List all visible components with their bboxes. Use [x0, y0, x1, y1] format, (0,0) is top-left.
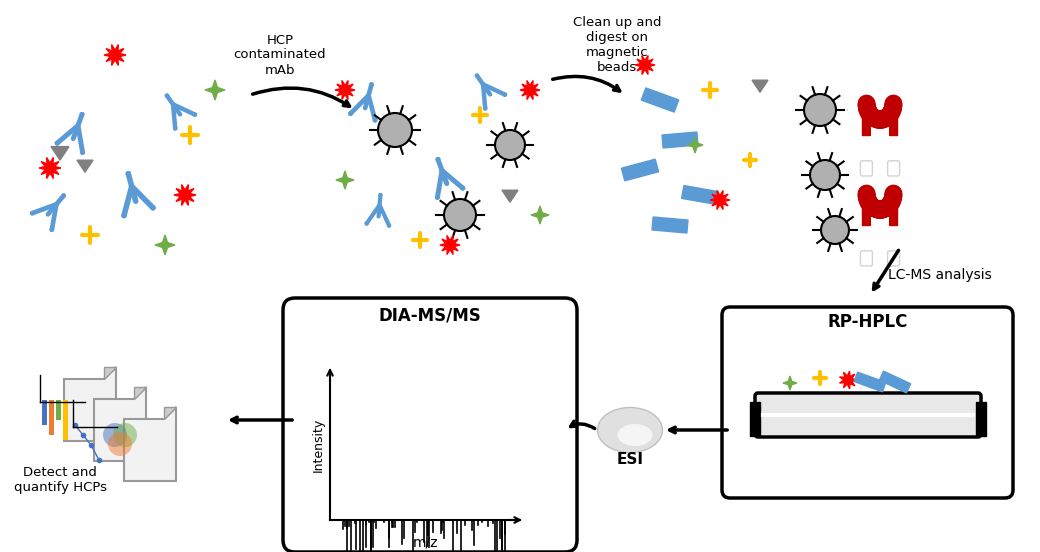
Circle shape	[484, 107, 487, 110]
Circle shape	[373, 119, 376, 122]
Text: Clean up and
digest on
magnetic
beads: Clean up and digest on magnetic beads	[573, 16, 661, 74]
Polygon shape	[635, 56, 655, 75]
Polygon shape	[531, 206, 549, 224]
Polygon shape	[335, 81, 355, 99]
Polygon shape	[752, 80, 768, 92]
Polygon shape	[687, 137, 703, 153]
Polygon shape	[710, 190, 730, 210]
Circle shape	[55, 141, 59, 145]
Polygon shape	[502, 190, 518, 202]
Bar	[42, 400, 47, 425]
FancyBboxPatch shape	[887, 95, 900, 137]
Bar	[56, 400, 61, 420]
Polygon shape	[64, 367, 116, 441]
Circle shape	[810, 160, 840, 190]
Polygon shape	[520, 81, 540, 99]
Circle shape	[436, 195, 439, 199]
Polygon shape	[854, 372, 886, 392]
Circle shape	[348, 112, 353, 115]
FancyBboxPatch shape	[887, 185, 900, 227]
Circle shape	[30, 211, 34, 215]
Circle shape	[370, 83, 373, 86]
Polygon shape	[104, 367, 116, 379]
Polygon shape	[104, 45, 126, 66]
Circle shape	[62, 194, 66, 198]
Polygon shape	[879, 371, 911, 393]
Circle shape	[365, 222, 368, 225]
FancyBboxPatch shape	[755, 393, 981, 437]
Circle shape	[81, 151, 84, 154]
FancyBboxPatch shape	[860, 161, 873, 176]
Polygon shape	[336, 171, 354, 189]
Circle shape	[388, 224, 391, 227]
Text: RP-HPLC: RP-HPLC	[828, 313, 908, 331]
Polygon shape	[94, 387, 146, 461]
Circle shape	[804, 94, 836, 126]
Polygon shape	[164, 407, 176, 419]
Text: ESI: ESI	[617, 453, 644, 468]
Circle shape	[444, 199, 476, 231]
Circle shape	[379, 194, 382, 197]
Text: LC-MS analysis: LC-MS analysis	[888, 268, 992, 282]
Polygon shape	[622, 159, 658, 181]
Circle shape	[378, 113, 412, 147]
FancyBboxPatch shape	[976, 402, 986, 436]
Ellipse shape	[618, 424, 652, 446]
Polygon shape	[51, 147, 69, 160]
Bar	[49, 400, 54, 435]
Ellipse shape	[598, 407, 662, 453]
Circle shape	[122, 214, 126, 217]
Text: Detect and
quantify HCPs: Detect and quantify HCPs	[14, 466, 106, 494]
Circle shape	[436, 158, 440, 161]
Polygon shape	[155, 235, 175, 255]
Polygon shape	[783, 376, 797, 390]
FancyBboxPatch shape	[887, 161, 900, 176]
Polygon shape	[77, 160, 93, 172]
Polygon shape	[174, 184, 196, 205]
Bar	[63, 400, 68, 440]
FancyBboxPatch shape	[860, 251, 873, 266]
Polygon shape	[440, 236, 460, 254]
FancyBboxPatch shape	[750, 402, 760, 436]
Circle shape	[503, 93, 506, 96]
Polygon shape	[652, 217, 688, 233]
Polygon shape	[134, 387, 146, 399]
Polygon shape	[642, 88, 679, 112]
Circle shape	[50, 228, 53, 231]
FancyBboxPatch shape	[860, 185, 873, 227]
Circle shape	[151, 206, 155, 210]
Circle shape	[821, 216, 849, 244]
Circle shape	[495, 130, 525, 160]
Text: Intensity: Intensity	[312, 418, 324, 472]
FancyBboxPatch shape	[887, 251, 900, 266]
Polygon shape	[662, 132, 698, 148]
Text: HCP
contaminated
mAb: HCP contaminated mAb	[234, 34, 327, 77]
FancyBboxPatch shape	[722, 307, 1013, 498]
Circle shape	[193, 113, 197, 116]
Circle shape	[108, 432, 132, 456]
Circle shape	[103, 423, 127, 447]
Circle shape	[126, 172, 130, 176]
Circle shape	[475, 74, 478, 77]
Circle shape	[461, 187, 465, 190]
FancyBboxPatch shape	[860, 95, 873, 137]
Polygon shape	[839, 371, 857, 389]
Polygon shape	[681, 185, 719, 204]
Text: m/z: m/z	[412, 535, 438, 549]
Circle shape	[80, 113, 84, 116]
Polygon shape	[205, 80, 225, 100]
Circle shape	[113, 423, 137, 447]
Circle shape	[174, 127, 177, 130]
Circle shape	[165, 94, 168, 97]
Text: DIA-MS/MS: DIA-MS/MS	[379, 306, 482, 324]
Polygon shape	[40, 157, 61, 178]
FancyBboxPatch shape	[283, 298, 577, 552]
Polygon shape	[124, 407, 176, 481]
